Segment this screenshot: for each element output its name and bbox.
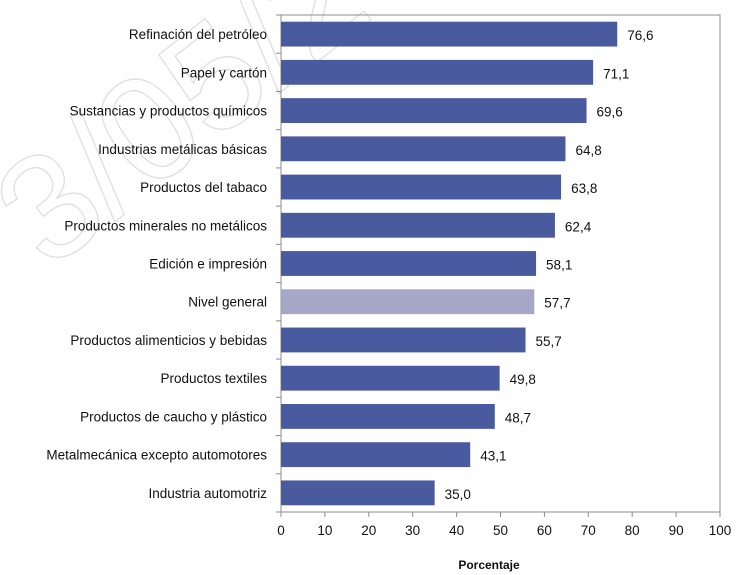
x-tick-label: 10 bbox=[317, 523, 332, 538]
x-tick-label: 70 bbox=[581, 523, 596, 538]
value-label: 76,6 bbox=[627, 28, 653, 43]
category-label: Metalmecánica excepto automotores bbox=[46, 448, 267, 463]
bar bbox=[281, 365, 500, 391]
x-tick-label: 90 bbox=[669, 523, 684, 538]
category-label: Productos textiles bbox=[160, 371, 267, 386]
bar bbox=[281, 98, 587, 124]
value-label: 35,0 bbox=[445, 487, 471, 502]
x-tick-label: 50 bbox=[493, 523, 508, 538]
value-label: 71,1 bbox=[603, 66, 629, 81]
bar bbox=[281, 251, 537, 276]
category-label: Industrias metálicas básicas bbox=[98, 142, 267, 157]
x-tick-label: 0 bbox=[277, 523, 285, 538]
y-axis-ticks bbox=[276, 14, 281, 513]
category-label: Papel y cartón bbox=[181, 65, 267, 80]
value-label: 57,7 bbox=[544, 296, 570, 311]
bar bbox=[281, 21, 618, 47]
value-label: 48,7 bbox=[505, 410, 531, 425]
bar bbox=[281, 442, 471, 468]
category-label: Industria automotriz bbox=[148, 486, 267, 501]
bar bbox=[281, 212, 555, 238]
value-label: 58,1 bbox=[546, 258, 572, 273]
value-label: 62,4 bbox=[565, 219, 592, 234]
x-axis: 0 10 20 30 40 50 60 70 80 90 100 bbox=[277, 512, 731, 538]
value-label: 64,8 bbox=[575, 143, 601, 158]
value-label: 43,1 bbox=[480, 449, 506, 464]
bar bbox=[281, 327, 526, 353]
x-tick-label: 100 bbox=[709, 523, 732, 538]
bar bbox=[281, 136, 566, 162]
value-label: 49,8 bbox=[510, 372, 536, 387]
bar bbox=[281, 403, 495, 429]
value-labels: 76,6 71,1 69,6 64,8 63,8 62,4 58,1 57,7 55,7 49,8… bbox=[445, 28, 654, 502]
x-tick-label: 30 bbox=[405, 523, 420, 538]
value-label: 55,7 bbox=[536, 334, 562, 349]
x-tick-label: 60 bbox=[537, 523, 552, 538]
category-label: Productos minerales no metálicos bbox=[64, 218, 267, 233]
x-tick-label: 20 bbox=[361, 523, 376, 538]
category-label: Productos de caucho y plástico bbox=[80, 409, 267, 424]
x-tick-label: 80 bbox=[625, 523, 640, 538]
category-label: Refinación del petróleo bbox=[129, 27, 267, 42]
category-label: Edición e impresión bbox=[149, 257, 267, 272]
bar bbox=[281, 480, 435, 506]
category-labels: Refinación del petróleo Papel y cartón Sus… bbox=[46, 27, 267, 501]
bar-highlight bbox=[281, 289, 535, 315]
value-label: 63,8 bbox=[571, 181, 597, 196]
bar bbox=[281, 59, 594, 85]
bars-group bbox=[281, 21, 618, 506]
category-label: Nivel general bbox=[188, 295, 267, 310]
category-label: Productos alimenticios y bebidas bbox=[70, 333, 267, 348]
bar bbox=[281, 174, 562, 200]
x-axis-title: Porcentaje bbox=[458, 558, 520, 572]
category-label: Productos del tabaco bbox=[140, 180, 267, 195]
value-label: 69,6 bbox=[597, 105, 623, 120]
category-label: Sustancias y productos químicos bbox=[70, 104, 268, 119]
x-tick-label: 40 bbox=[449, 523, 464, 538]
